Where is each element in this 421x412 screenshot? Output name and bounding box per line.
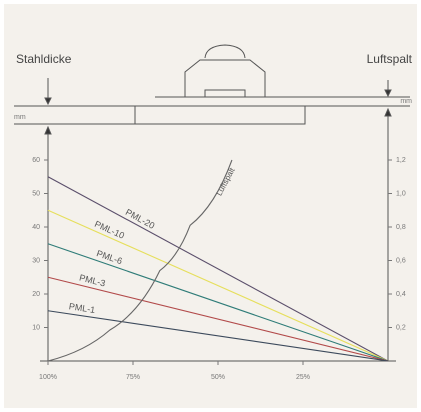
y2-tick-label: 0,4	[396, 291, 406, 298]
background	[4, 4, 417, 408]
y-tick-label: 40	[32, 224, 40, 231]
x-tick-label: 25%	[296, 374, 310, 381]
y2-tick-label: 0,6	[396, 257, 406, 264]
x-tick-label: 100%	[39, 374, 57, 381]
x-tick-label: 50%	[211, 374, 225, 381]
y-tick-label: 50	[32, 190, 40, 197]
y-tick-label: 30	[32, 257, 40, 264]
y2-tick-label: 0,2	[396, 324, 406, 331]
x-tick-label: 75%	[126, 374, 140, 381]
y2-tick-label: 1,0	[396, 190, 406, 197]
left-label: Stahldicke	[16, 52, 72, 66]
series-line	[47, 243, 389, 362]
right-unit: mm	[400, 98, 412, 105]
y2-tick-label: 0,8	[396, 224, 406, 231]
left-unit: mm	[14, 114, 26, 121]
series-line	[47, 159, 233, 362]
series-line	[47, 310, 389, 362]
y2-tick-label: 1,2	[396, 157, 406, 164]
series-line	[47, 176, 389, 362]
y-tick-label: 60	[32, 157, 40, 164]
series-line	[47, 276, 389, 362]
series-label: PML-1	[68, 301, 96, 315]
y-tick-label: 10	[32, 324, 40, 331]
y-tick-label: 20	[32, 291, 40, 298]
series-line	[47, 209, 389, 362]
right-label: Luftspalt	[367, 52, 413, 66]
sensor-drawing	[14, 44, 410, 362]
